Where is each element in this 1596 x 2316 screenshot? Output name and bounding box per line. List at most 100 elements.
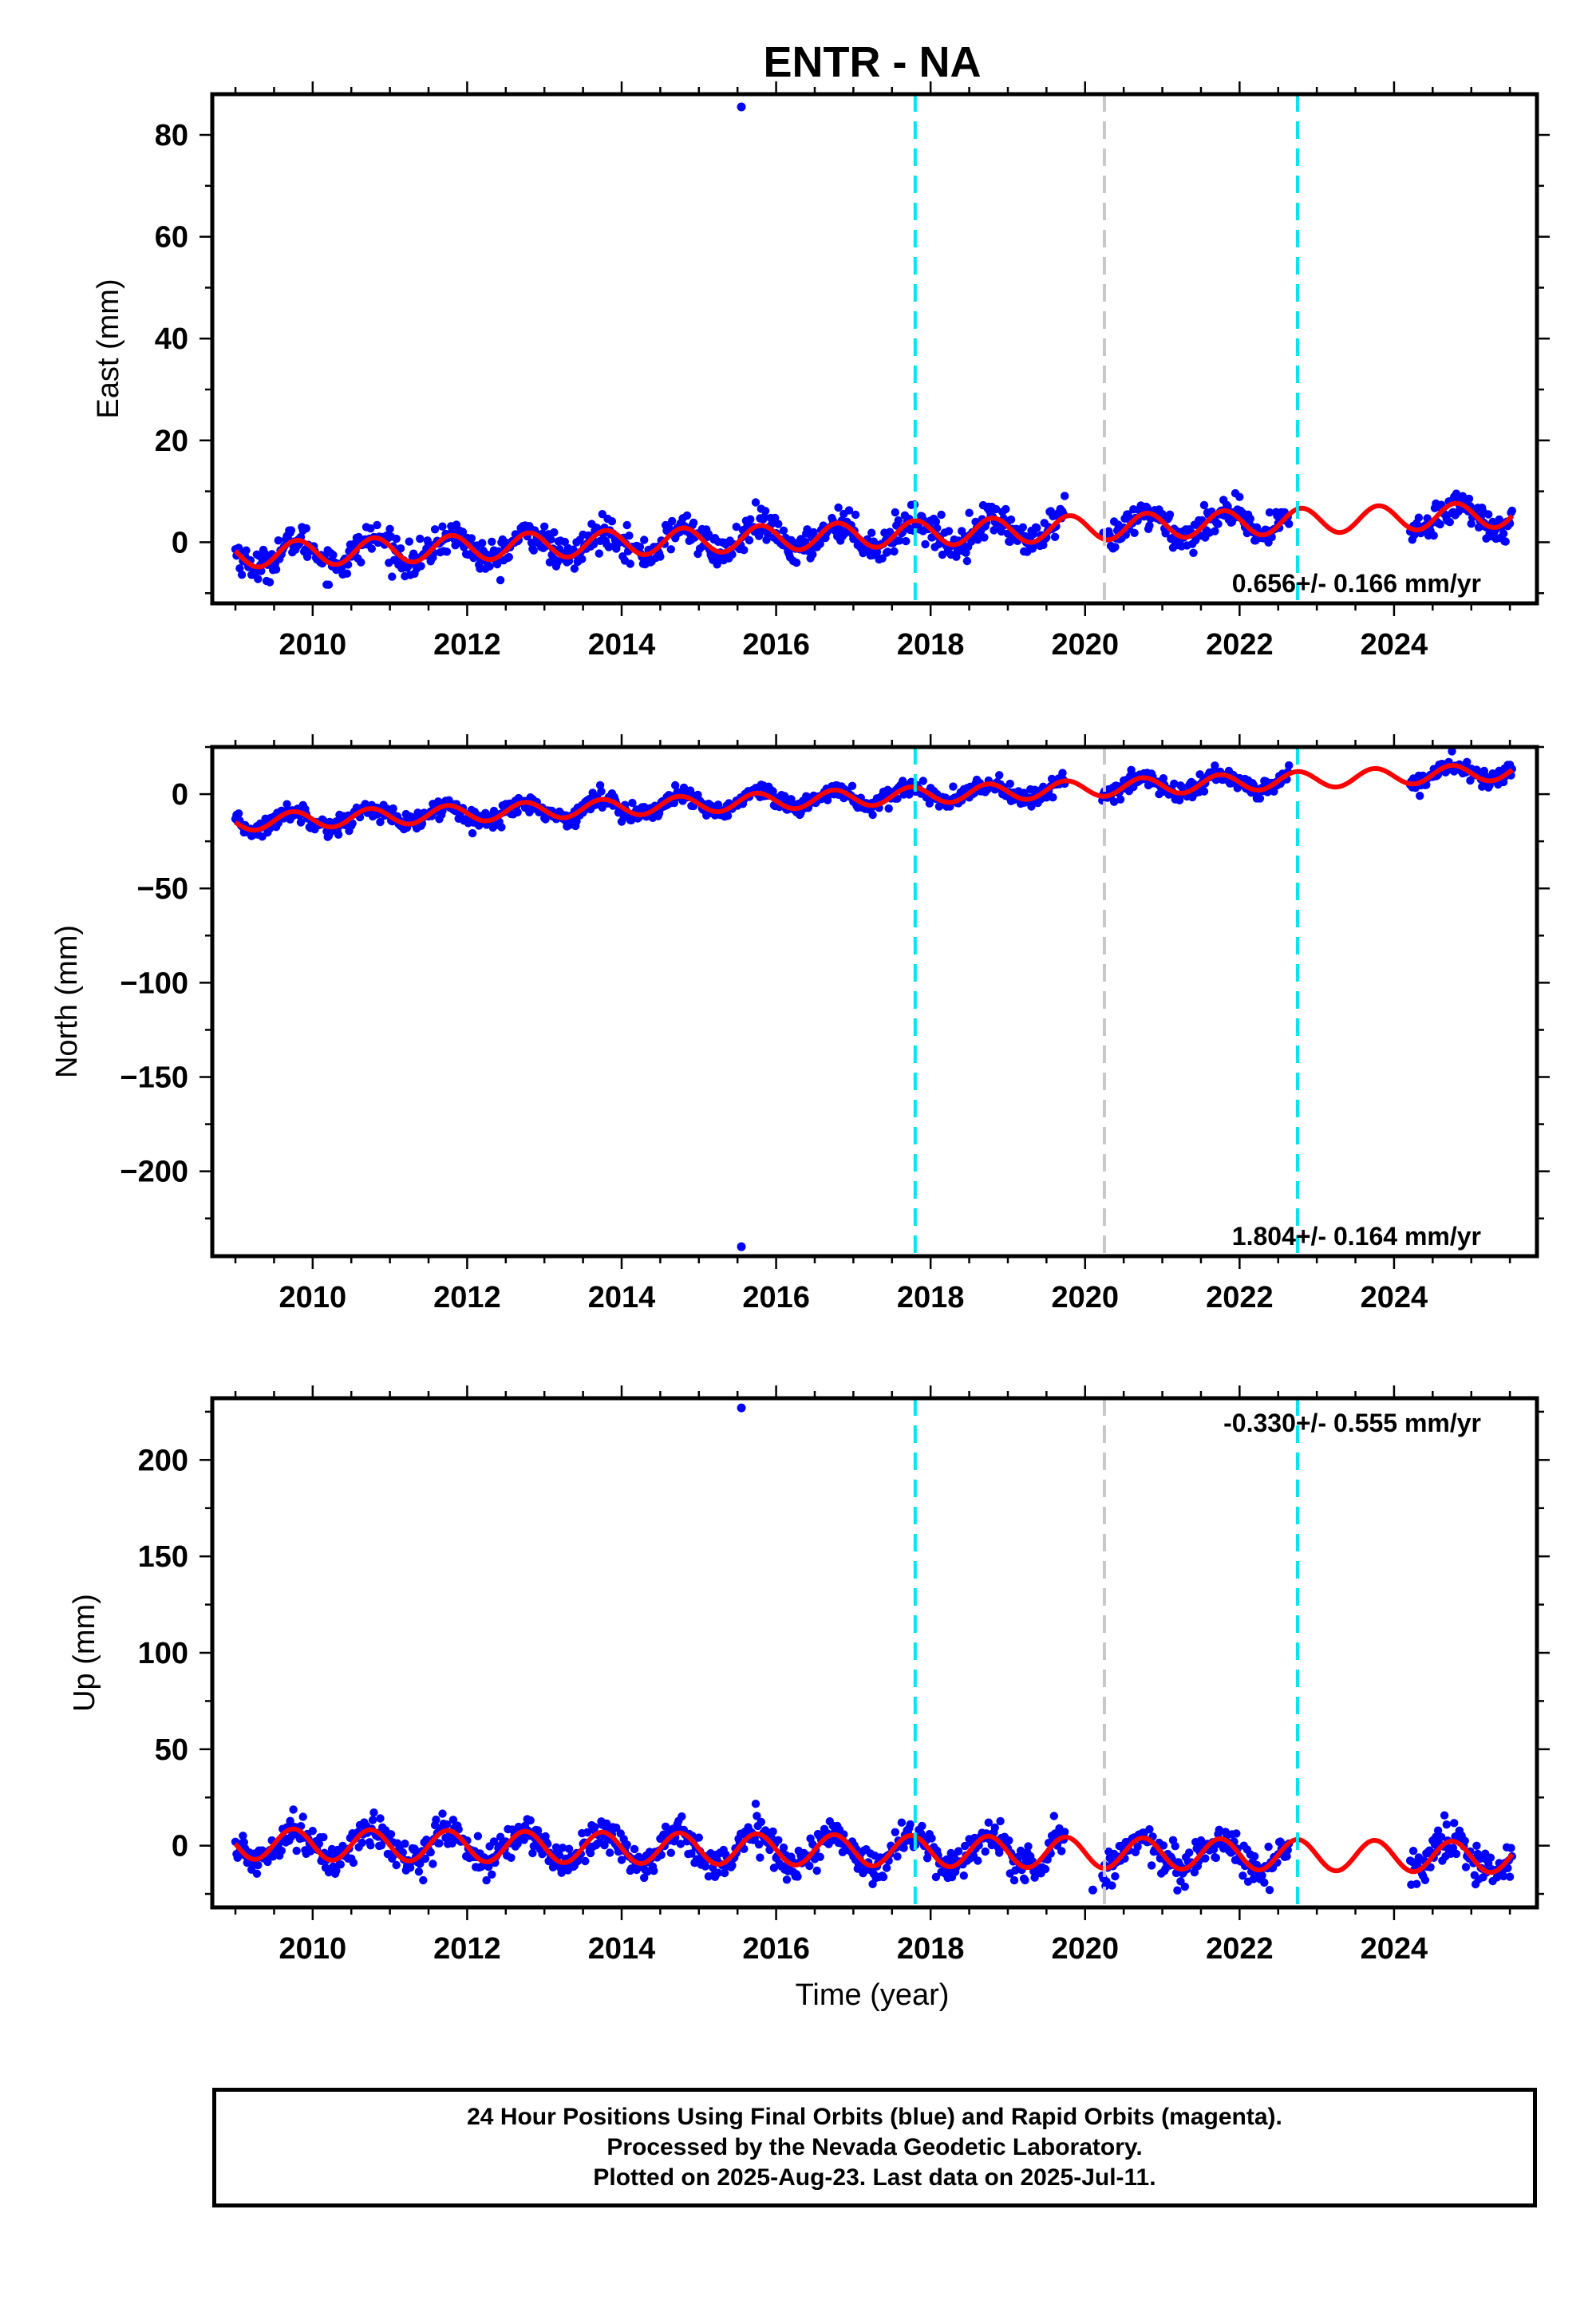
- data-point: [1467, 520, 1476, 528]
- data-point: [488, 1870, 496, 1879]
- data-point: [237, 571, 247, 579]
- data-point: [728, 1861, 737, 1870]
- data-point: [597, 787, 606, 796]
- data-point: [442, 1820, 452, 1829]
- data-point: [1057, 1847, 1066, 1856]
- data-point: [1211, 761, 1219, 770]
- data-point: [541, 815, 550, 824]
- y-tick-label: −200: [120, 1156, 188, 1189]
- data-point: [572, 817, 581, 826]
- plot-frame: [210, 1396, 1539, 1910]
- data-point: [1507, 506, 1517, 516]
- data-point: [1420, 1875, 1430, 1884]
- data-point: [1463, 757, 1472, 766]
- data-point: [1429, 531, 1438, 540]
- data-point: [1001, 504, 1010, 514]
- data-point: [1061, 1828, 1069, 1836]
- data-point: [847, 781, 857, 790]
- data-point: [760, 507, 770, 516]
- outlier-point: [737, 1403, 746, 1413]
- data-point: [1501, 537, 1510, 546]
- data-point: [931, 1872, 941, 1882]
- data-point: [1133, 1842, 1142, 1852]
- data-point: [689, 518, 698, 528]
- data-point: [1165, 510, 1175, 519]
- data-point: [1061, 492, 1069, 500]
- data-point: [1246, 514, 1255, 524]
- data-point: [426, 1848, 435, 1857]
- data-point: [780, 792, 789, 800]
- panel-east: 2010 2012 2014 2016 2018 2020 2022 2024 0 20 40 60 8…: [92, 81, 1550, 662]
- x-tick-label: 2014: [588, 1932, 656, 1966]
- data-point: [376, 817, 385, 827]
- data-point: [844, 506, 854, 515]
- y-tick-label: 150: [138, 1540, 188, 1574]
- data-point: [779, 526, 788, 535]
- chart-title: ENTR - NA: [764, 38, 982, 86]
- data-point: [558, 1844, 567, 1852]
- data-point: [809, 528, 818, 537]
- data-point: [329, 551, 338, 559]
- data-point: [528, 1848, 537, 1858]
- velocity-rate-label: -0.330+/- 0.555 mm/yr: [1223, 1409, 1481, 1437]
- data-point: [992, 504, 1001, 514]
- x-tick-label: 2022: [1206, 628, 1274, 662]
- plot-area: [231, 1398, 1517, 1907]
- y-tick-label: 0: [172, 778, 188, 812]
- data-point: [961, 1841, 970, 1851]
- data-point: [661, 1822, 670, 1831]
- x-axis-label: Time (year): [796, 1978, 950, 2012]
- data-point: [745, 536, 754, 545]
- data-point: [392, 534, 401, 543]
- data-point: [1484, 510, 1493, 519]
- data-point: [1499, 1871, 1508, 1881]
- data-point: [1180, 1882, 1190, 1891]
- x-tick-label: 2020: [1051, 1932, 1119, 1966]
- x-axis: [234, 1385, 1511, 1920]
- data-point: [834, 503, 843, 512]
- data-point: [1029, 529, 1038, 539]
- data-point: [234, 809, 243, 818]
- data-point: [1050, 532, 1060, 541]
- data-point: [252, 1869, 262, 1878]
- data-point: [296, 818, 306, 827]
- y-tick-label: −150: [120, 1061, 188, 1095]
- x-tick-label: 2012: [433, 1281, 501, 1314]
- data-point: [314, 1840, 324, 1848]
- outlier-point: [737, 102, 746, 112]
- data-point: [962, 556, 972, 566]
- plot-area: [231, 747, 1517, 1256]
- data-point: [974, 536, 982, 544]
- data-point: [583, 1828, 592, 1837]
- x-tick-label: 2012: [433, 628, 501, 662]
- data-point: [816, 539, 824, 548]
- x-tick-label: 2010: [279, 1281, 347, 1314]
- y-tick-label: 200: [138, 1444, 188, 1477]
- data-point: [793, 1872, 802, 1881]
- data-point: [529, 546, 538, 555]
- data-point: [995, 771, 1004, 780]
- data-point: [1265, 508, 1274, 517]
- data-point: [586, 1848, 595, 1858]
- data-point: [607, 517, 617, 526]
- data-point: [342, 569, 352, 578]
- data-point: [1412, 1879, 1421, 1888]
- data-point: [438, 1809, 447, 1818]
- data-point: [984, 1818, 994, 1827]
- y-axis-label: East (mm): [92, 279, 125, 418]
- data-point: [782, 1875, 792, 1884]
- data-point: [1235, 492, 1244, 501]
- data-point: [867, 528, 876, 537]
- data-point: [921, 539, 930, 549]
- data-point: [868, 810, 877, 820]
- data-point: [1255, 794, 1265, 803]
- data-point: [668, 516, 677, 526]
- data-point: [925, 799, 934, 808]
- data-point: [1190, 1867, 1199, 1877]
- data-point: [937, 510, 946, 520]
- y-tick-label: −100: [120, 966, 188, 1000]
- data-point: [336, 1860, 345, 1869]
- data-point: [1039, 540, 1048, 550]
- data-point: [754, 1840, 764, 1849]
- data-point: [239, 1838, 248, 1847]
